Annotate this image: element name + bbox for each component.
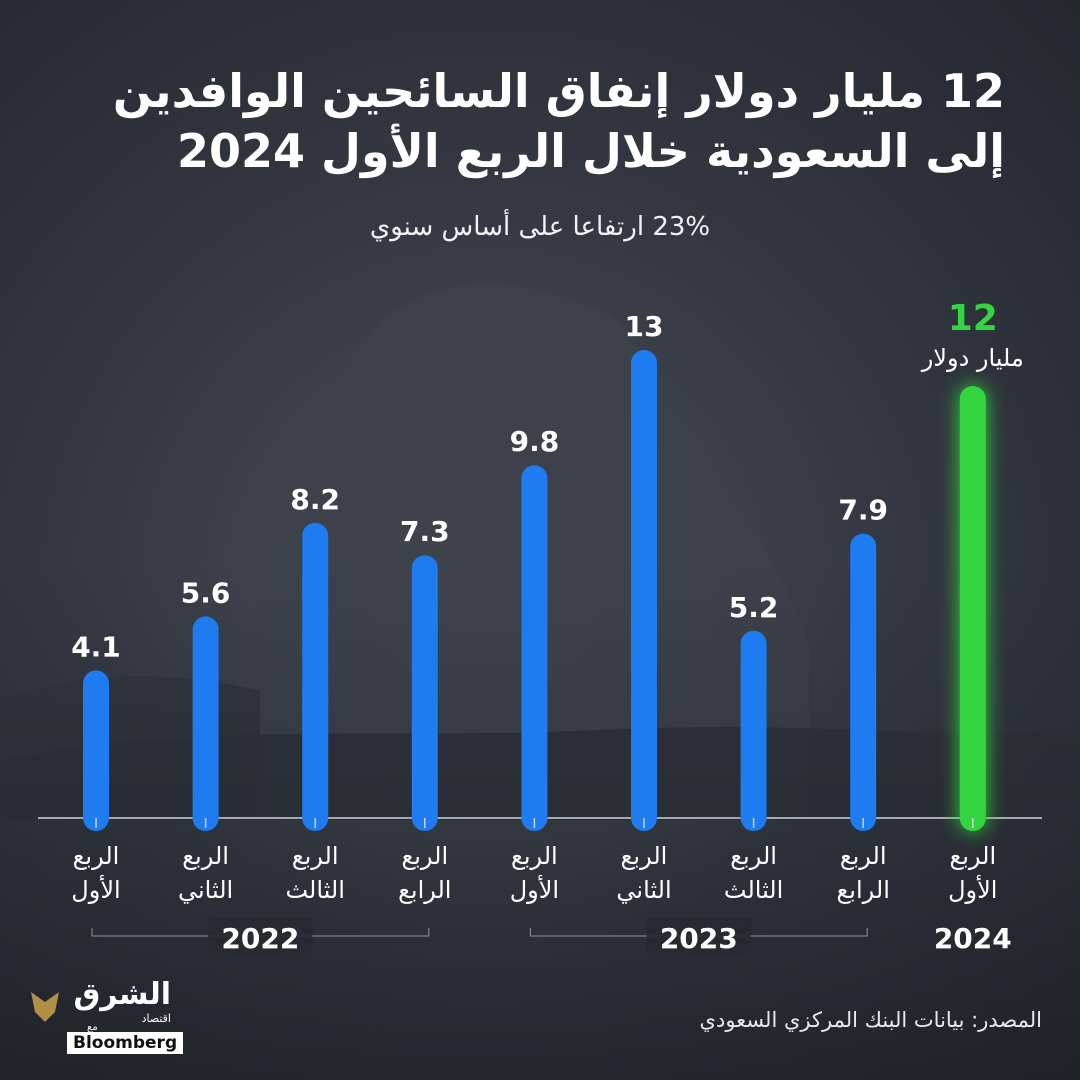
bar-value-label: 8.2 <box>290 483 340 516</box>
bar <box>192 616 219 831</box>
x-tick-label: الربع <box>511 842 558 870</box>
bar <box>411 555 438 831</box>
x-tick-label: الأول <box>948 875 997 904</box>
bar <box>83 670 109 831</box>
bar <box>740 630 767 831</box>
x-tick-label: الربع <box>401 842 448 870</box>
logo-sub-text: اقتصاد <box>141 1012 171 1025</box>
x-tick-label: الربع <box>182 842 229 870</box>
emblem-icon <box>31 992 59 1022</box>
bar-value-label: 7.3 <box>400 515 450 548</box>
x-tick-label: الربع <box>730 842 777 870</box>
bar <box>521 465 548 831</box>
x-tick-label: الأول <box>510 875 559 904</box>
asharq-bloomberg-logo: الشرق اقتصاد مع Bloomberg <box>27 972 184 1056</box>
x-tick-label: الرابع <box>837 876 890 904</box>
x-tick-label: الرابع <box>398 876 451 904</box>
bar <box>959 386 986 831</box>
bar <box>850 533 877 831</box>
x-tick-label: الثالث <box>724 876 783 904</box>
bar-value-label: 7.9 <box>838 494 888 527</box>
bar-value-label: 5.6 <box>181 576 231 609</box>
bar-value-label: 5.2 <box>729 591 779 624</box>
x-tick-label: الربع <box>73 842 120 870</box>
x-tick-label: الربع <box>840 842 887 870</box>
x-tick-label: الثاني <box>178 876 233 904</box>
chart-title-line-1: 12 مليار دولار إنفاق السائحين الوافدين <box>112 64 1005 118</box>
year-group-label: 2024 <box>934 922 1012 955</box>
logo-main-text: الشرق <box>73 977 171 1012</box>
bar-value-label: 13 <box>625 310 664 343</box>
year-group-label: 2022 <box>221 922 299 955</box>
bar <box>302 522 329 831</box>
x-tick-label: الثالث <box>285 876 344 904</box>
bar-value-label: 4.1 <box>71 630 121 663</box>
bar-value-label: 9.8 <box>510 425 560 458</box>
chart-subtitle: 23% ارتفاعا على أساس سنوي <box>369 212 711 242</box>
x-tick-label: الربع <box>949 842 996 870</box>
x-tick-label: الربع <box>292 842 339 870</box>
chart-title-line-2: إلى السعودية خلال الربع الأول 2024 <box>177 124 1005 178</box>
logo-with-text: مع <box>87 1022 98 1033</box>
bar-unit-label: مليار دولار <box>921 344 1024 372</box>
bar <box>631 350 657 831</box>
bar-value-label: 12 <box>948 298 998 339</box>
year-label-bg <box>208 918 313 954</box>
year-group-label: 2023 <box>660 922 738 955</box>
x-tick-label: الربع <box>621 842 668 870</box>
x-tick-label: الثاني <box>616 876 671 904</box>
logo-partner-text: Bloomberg <box>67 1032 184 1054</box>
source-note: المصدر: بيانات البنك المركزي السعودي <box>699 1008 1042 1032</box>
x-tick-label: الأول <box>71 875 120 904</box>
year-label-bg <box>646 918 751 954</box>
